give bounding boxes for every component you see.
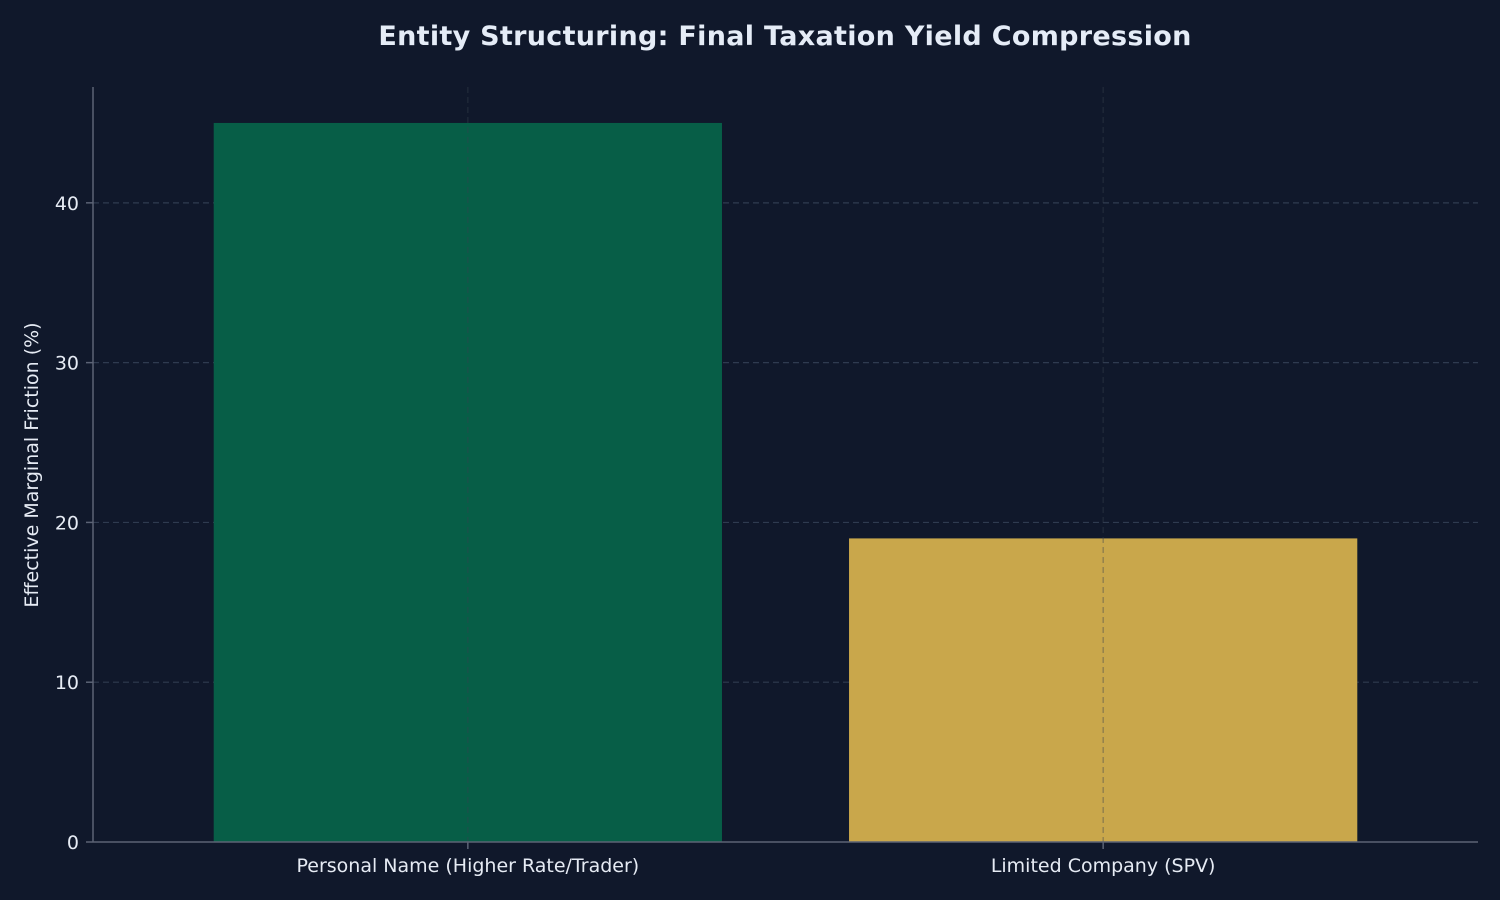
axes <box>92 87 1478 843</box>
y-axis-label: Effective Marginal Friction (%) <box>21 322 43 607</box>
y-tick-label: 10 <box>55 672 79 694</box>
x-ticks: Personal Name (Higher Rate/Trader) Limite… <box>296 842 1215 877</box>
bar <box>849 538 1358 842</box>
x-tick-label: Personal Name (Higher Rate/Trader) <box>296 855 639 877</box>
bars <box>213 122 1358 842</box>
y-tick-label: 30 <box>55 353 79 375</box>
y-tick-label: 0 <box>67 832 79 854</box>
x-tick-label: Limited Company (SPV) <box>991 855 1216 877</box>
vertical-grid-lines <box>467 87 1104 842</box>
y-tick-label: 20 <box>55 512 79 534</box>
y-tick-label: 40 <box>55 193 79 215</box>
y-ticks: 0 10 20 30 40 <box>55 193 93 854</box>
bar <box>213 122 722 842</box>
chart-title: Entity Structuring: Final Taxation Yield… <box>378 21 1191 52</box>
